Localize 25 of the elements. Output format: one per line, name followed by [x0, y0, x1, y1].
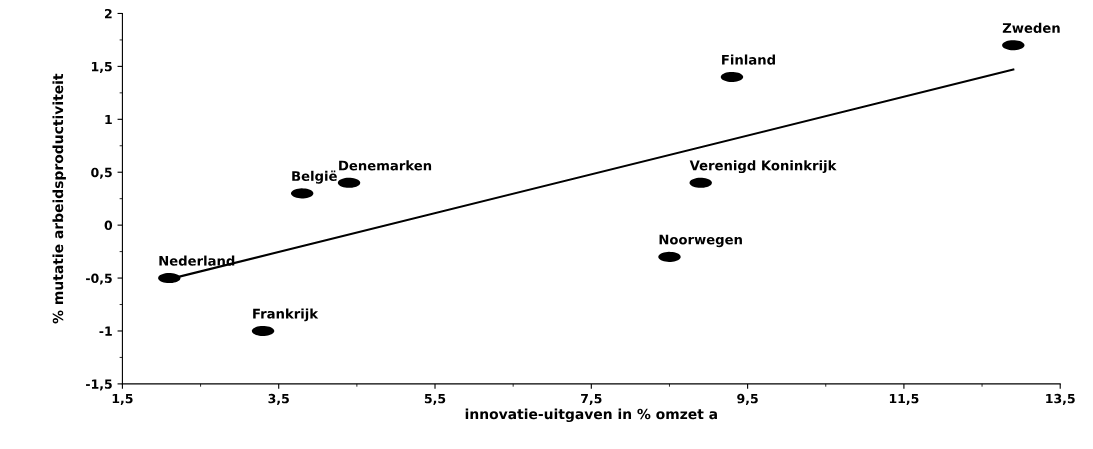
- x-tick-label: 13,5: [1046, 393, 1075, 405]
- x-tick-label: 5,5: [424, 394, 446, 405]
- annotation: Finland: [722, 54, 775, 65]
- annotation: Frankrijk: [253, 308, 319, 322]
- y-tick-label: 0: [104, 220, 113, 231]
- annotation: Noorwegen: [659, 234, 742, 248]
- x-tick-label: 11,5: [889, 394, 919, 405]
- x-tick-label: 7,5: [581, 394, 602, 405]
- y-axis-title: % mutatie arbeidsproductiviteit: [52, 73, 66, 324]
- annotation: Nederland: [159, 255, 235, 266]
- x-axis-title: innovatie-uitgaven in % omzet a: [465, 408, 717, 423]
- annotation: Denemarken: [339, 160, 432, 171]
- annotation: Zweden: [1002, 22, 1060, 33]
- x-tick-label: 9,5: [737, 393, 758, 405]
- y-tick-label: 1: [105, 114, 112, 125]
- annotation: België: [292, 170, 337, 184]
- x-tick-label: 3,5: [268, 393, 289, 405]
- y-tick-label: 2: [104, 8, 112, 19]
- y-tick-label: -0,5: [86, 273, 112, 285]
- y-tick-label: 1,5: [91, 62, 112, 73]
- annotation: Verenigd Koninkrijk: [689, 160, 837, 174]
- x-tick-label: 1,5: [112, 394, 133, 405]
- y-tick-label: -1,5: [86, 379, 112, 391]
- y-tick-label: 0,5: [91, 167, 112, 179]
- y-tick-label: -1: [99, 326, 112, 336]
